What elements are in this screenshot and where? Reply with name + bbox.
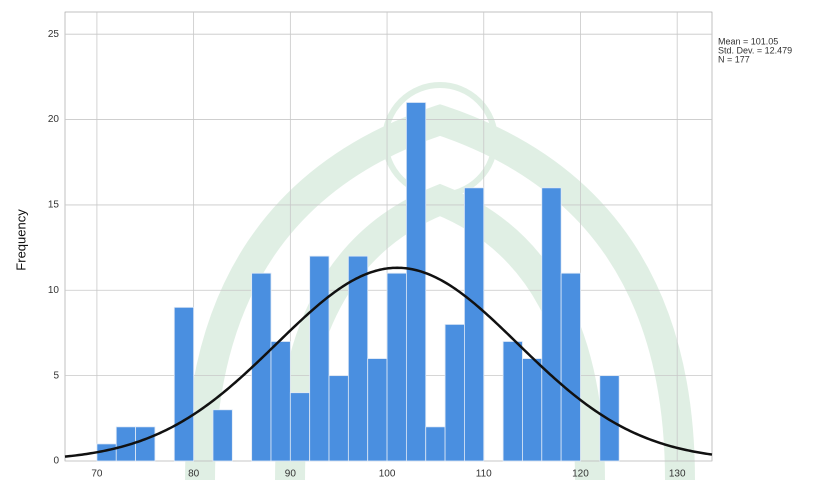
- bar: [406, 102, 425, 461]
- y-tick-label: 15: [48, 200, 60, 211]
- bar: [348, 256, 367, 461]
- bar: [213, 410, 232, 461]
- bar: [503, 341, 522, 461]
- bar: [271, 341, 290, 461]
- y-tick-label: 0: [53, 456, 59, 467]
- bar: [445, 324, 464, 461]
- y-tick-label: 5: [53, 370, 59, 381]
- x-tick-label: 100: [379, 469, 396, 480]
- bar: [426, 427, 445, 461]
- bar: [290, 393, 309, 461]
- bar: [329, 376, 348, 461]
- chart: Frequency 0510152025708090100110120130Me…: [0, 0, 814, 486]
- bar: [174, 307, 193, 461]
- bar: [310, 256, 329, 461]
- x-tick-label: 80: [188, 469, 200, 480]
- bar: [522, 359, 541, 461]
- x-tick-label: 130: [669, 469, 686, 480]
- y-tick-label: 20: [48, 114, 60, 125]
- x-tick-label: 120: [572, 469, 589, 480]
- stats-label: N = 177: [718, 54, 750, 64]
- y-axis-label: Frequency: [13, 209, 28, 271]
- bar: [561, 273, 580, 461]
- x-tick-label: 110: [476, 469, 492, 480]
- bar: [464, 188, 483, 461]
- y-tick-label: 10: [48, 285, 60, 296]
- x-tick-label: 90: [285, 469, 297, 480]
- x-tick-label: 70: [91, 469, 103, 480]
- bar: [136, 427, 155, 461]
- bar: [368, 359, 387, 461]
- bar: [600, 376, 619, 461]
- bar: [387, 273, 406, 461]
- bar: [252, 273, 271, 461]
- y-tick-label: 25: [48, 29, 60, 40]
- bar: [542, 188, 561, 461]
